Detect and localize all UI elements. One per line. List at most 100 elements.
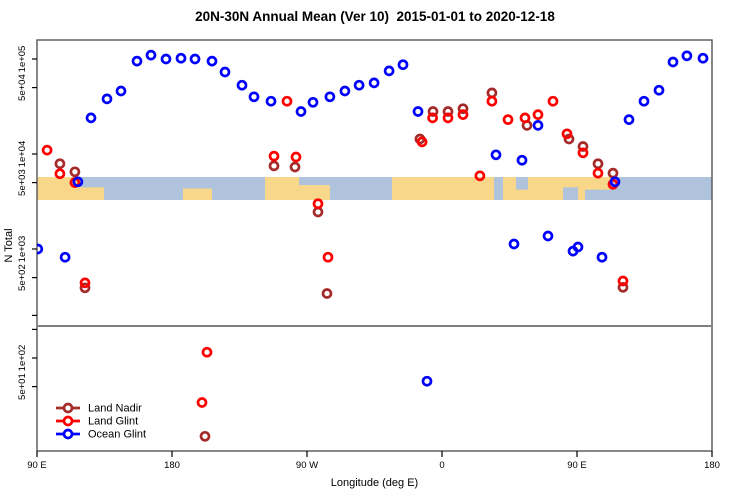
data-point-ocean-glint [265,95,277,107]
data-point-land-nadir [617,281,629,293]
data-point-ocean-glint [219,66,231,78]
data-point-ocean-glint [236,79,248,91]
map-land-region [265,177,300,200]
data-point-ocean-glint [131,55,143,67]
data-point-ocean-glint [490,149,502,161]
data-point-ocean-glint [307,96,319,108]
data-point-land-glint [442,112,454,124]
plot-border [36,39,713,452]
x-tick-label: 90 W [296,460,318,471]
data-point-ocean-glint [516,154,528,166]
data-point-ocean-glint [412,106,424,117]
x-tick-label: 90 E [567,460,587,471]
data-point-ocean-glint [115,85,127,97]
x-tick-label: 90 E [27,460,47,471]
data-point-land-nadir [321,288,333,299]
data-point-land-glint [79,277,91,289]
map-water-region [584,189,612,200]
series-ocean-glint [421,375,433,387]
data-point-land-glint [322,251,334,263]
map-water-region [494,177,504,200]
data-points [37,49,709,442]
data-point-ocean-glint [101,93,113,105]
data-point-ocean-glint [667,56,679,68]
legend-label-ocean-glint: Ocean Glint [88,429,146,441]
y-tick-label: 5e+03 [17,169,28,196]
y-axis-label: N Total [3,228,15,262]
data-point-land-nadir [79,282,91,294]
data-point-ocean-glint [160,53,172,65]
data-point-ocean-glint [37,243,44,255]
data-point-land-nadir [199,430,211,442]
data-point-land-glint [502,114,514,125]
data-point-land-nadir [592,158,604,170]
data-point-ocean-glint [72,176,84,188]
data-point-land-nadir [442,106,454,117]
legend-label-land-nadir: Land Nadir [88,403,142,415]
data-point-land-glint [617,275,629,287]
chart-title: 20N-30N Annual Mean (Ver 10) 2015-01-01 … [195,9,555,24]
data-point-land-glint [577,147,589,159]
data-point-land-nadir [289,161,301,173]
data-point-land-glint [519,112,531,124]
y-tick-label: 1e+02 [17,345,28,372]
data-point-land-glint [474,170,486,182]
x-tick-label: 180 [164,460,180,471]
data-point-land-glint [54,168,66,180]
data-point-ocean-glint [609,176,621,188]
data-point-land-nadir [268,160,280,172]
data-point-ocean-glint [681,50,693,62]
x-tick-label: 0 [439,460,444,471]
y-tick-label: 5e+02 [17,264,28,291]
y-tick-label: 1e+05 [17,46,28,73]
data-point-ocean-glint [189,53,201,65]
map-water-region [515,177,528,190]
data-point-land-glint [457,109,469,120]
data-point-ocean-glint [59,251,71,263]
data-point-ocean-glint [368,77,380,89]
data-point-land-glint [196,397,208,408]
data-point-land-glint [290,151,302,163]
series-ocean-glint [37,49,709,263]
data-point-ocean-glint [324,91,336,103]
series-land-nadir [199,430,211,442]
data-point-land-nadir [427,106,439,117]
data-point-land-glint [416,136,428,148]
data-point-land-glint [547,95,559,107]
data-point-land-nadir [69,166,81,178]
y-tick-label: 1e+03 [17,236,28,263]
data-point-land-glint [427,112,438,124]
legend-marker-land-glint [62,415,74,427]
data-point-ocean-glint [85,112,97,124]
data-point-land-nadir [577,141,589,152]
data-point-land-glint [312,198,324,210]
data-point-ocean-glint [508,238,520,250]
y-tick-label: 1e+04 [17,141,28,168]
data-point-ocean-glint [532,120,544,131]
legend-label-land-glint: Land Glint [88,416,138,428]
y-tick-label: 5e+01 [17,373,28,400]
data-point-land-glint [592,167,604,179]
data-point-ocean-glint [653,84,665,96]
data-point-land-nadir [457,103,469,115]
data-point-land-nadir [607,167,619,179]
x-axis-label: Longitude (deg E) [331,477,418,489]
data-point-ocean-glint [248,91,260,103]
data-point-land-nadir [563,133,575,145]
world-map-strip [37,177,712,200]
data-point-land-glint [281,95,293,107]
map-land-region [182,188,213,200]
data-point-ocean-glint [596,251,608,263]
map-land-region [80,187,105,200]
map-water-region [563,187,579,200]
data-point-land-glint [532,109,544,120]
data-point-ocean-glint [145,49,157,61]
data-point-land-nadir [486,87,498,99]
series-land-glint [196,346,213,408]
data-point-land-nadir [54,158,66,170]
legend-marker-land-nadir [62,402,74,414]
data-point-land-glint [41,144,53,156]
data-point-ocean-glint [638,95,650,107]
